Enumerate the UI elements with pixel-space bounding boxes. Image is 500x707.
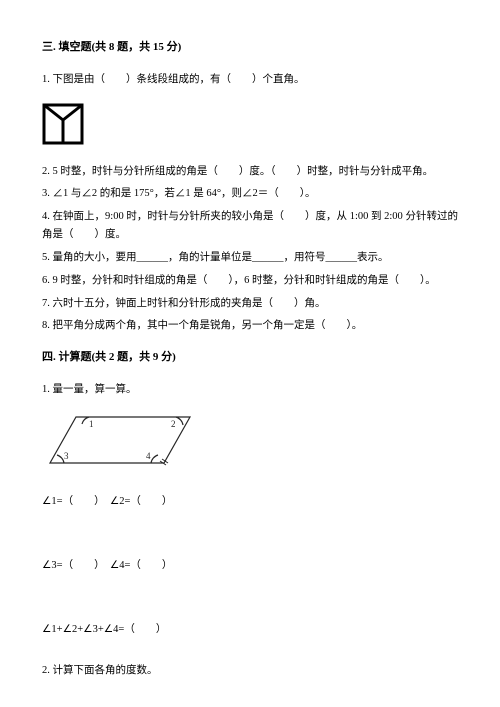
s3-q4: 4. 在钟面上，9:00 时，时针与分针所夹的较小角是（ ）度，从 1:00 到… [42,208,458,244]
s3-q1: 1. 下图是由（ ）条线段组成的，有（ ）个直角。 [42,71,458,89]
section-4-heading: 四. 计算题(共 2 题，共 9 分) [42,348,458,367]
figure-parallelogram: 1 2 3 4 [42,409,207,473]
angle-label-2: 2 [171,419,176,429]
s3-q7: 7. 六时十五分，钟面上时针和分针形成的夹角是（ ）角。 [42,295,458,313]
s3-q2: 2. 5 时整，时针与分针所组成的角是（ ）度。（ ）时整，时针与分针成平角。 [42,163,458,181]
section-3-heading: 三. 填空题(共 8 题，共 15 分) [42,38,458,57]
s4-answers-12: ∠1=（ ） ∠2=（ ） [42,493,458,511]
angle-label-3: 3 [64,451,69,461]
s4-q1: 1. 量一量，算一算。 [42,381,458,399]
figure-cube [42,103,84,145]
s3-q8: 8. 把平角分成两个角，其中一个角是锐角，另一个角一定是（ ）。 [42,317,458,335]
s4-answers-34: ∠3=（ ） ∠4=（ ） [42,557,458,575]
angle-label-4: 4 [146,451,151,461]
s4-answers-sum: ∠1+∠2+∠3+∠4=（ ） [42,621,458,639]
s4-q2: 2. 计算下面各角的度数。 [42,662,458,680]
angle-label-1: 1 [89,419,94,429]
figure-cube-wrap [42,103,458,145]
s3-q3: 3. ∠1 与∠2 的和是 175°，若∠1 是 64°，则∠2＝（ ）。 [42,185,458,203]
s3-q5: 5. 量角的大小，要用______，角的计量单位是______，用符号_____… [42,249,458,267]
s3-q6: 6. 9 时整，分针和时针组成的角是（ ），6 时整，分针和时针组成的角是（ ）… [42,272,458,290]
